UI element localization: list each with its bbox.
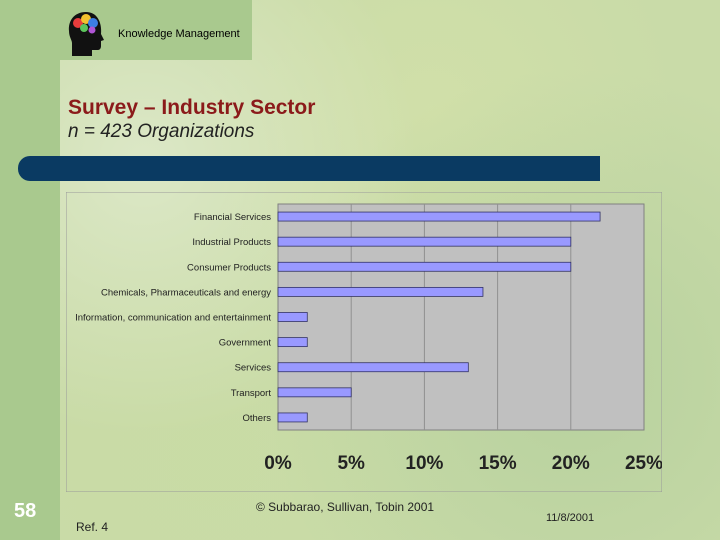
bar — [277, 337, 308, 348]
copyright-notice: © Subbarao, Sullivan, Tobin 2001 — [256, 500, 435, 514]
category-label: Chemicals, Pharmaceuticals and energy — [101, 287, 271, 298]
category-label: Government — [219, 338, 272, 349]
bar — [277, 211, 601, 222]
x-tick-label: 0% — [264, 453, 292, 474]
bar — [277, 286, 484, 297]
x-tick-label: 5% — [337, 453, 365, 474]
bar — [277, 387, 352, 398]
x-tick-label: 20% — [552, 453, 590, 474]
reference: Ref. 4 — [76, 520, 109, 534]
bar — [277, 312, 308, 322]
category-label: Transport — [231, 388, 272, 399]
category-label: Information, communication and entertain… — [75, 313, 271, 324]
title-band — [18, 156, 600, 181]
bar — [277, 412, 308, 423]
category-label: Services — [235, 363, 272, 374]
bar — [277, 236, 572, 247]
slide-date: 11/8/2001 — [546, 512, 595, 524]
category-label: Others — [242, 413, 271, 424]
slide-title: Survey – Industry Sector — [68, 96, 316, 119]
header-title: Knowledge Management — [118, 28, 240, 40]
slide-subtitle: n = 423 Organizations — [68, 121, 255, 142]
industry-sector-bar-chart: Financial Services Industrial Products Con… — [66, 192, 662, 492]
x-tick-label: 25% — [625, 453, 662, 474]
category-label: Industrial Products — [192, 237, 271, 248]
x-tick-label: 15% — [479, 453, 517, 474]
bar — [277, 261, 572, 272]
left-sidebar-band — [0, 0, 60, 540]
bar — [277, 362, 469, 373]
head-logo-icon — [68, 12, 104, 56]
slide-number: 58 — [14, 500, 37, 522]
x-tick-label: 10% — [405, 453, 443, 474]
category-label: Financial Services — [194, 212, 271, 223]
category-label: Consumer Products — [187, 262, 271, 273]
